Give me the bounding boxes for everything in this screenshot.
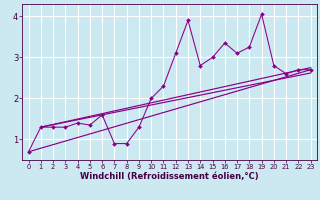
- X-axis label: Windchill (Refroidissement éolien,°C): Windchill (Refroidissement éolien,°C): [80, 172, 259, 181]
